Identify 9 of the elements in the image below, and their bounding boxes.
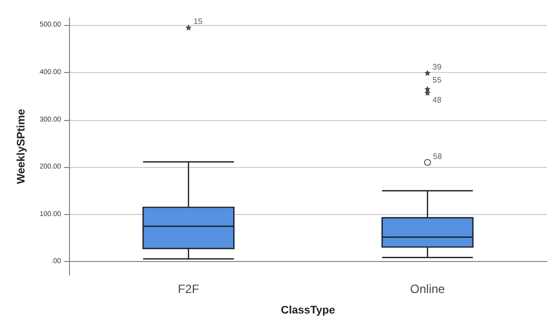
x-axis-title: ClassType: [280, 304, 336, 316]
y-axis-title: WeeklySPtime: [16, 108, 28, 184]
annotation: 58: [433, 152, 442, 161]
annotation: 55: [432, 75, 442, 84]
x-tick-label: Online: [410, 282, 446, 296]
annotation: 15: [194, 16, 203, 26]
annotation: 39: [432, 62, 442, 72]
x-tick-label: F2F: [178, 282, 200, 296]
annotation: 48: [432, 95, 442, 104]
